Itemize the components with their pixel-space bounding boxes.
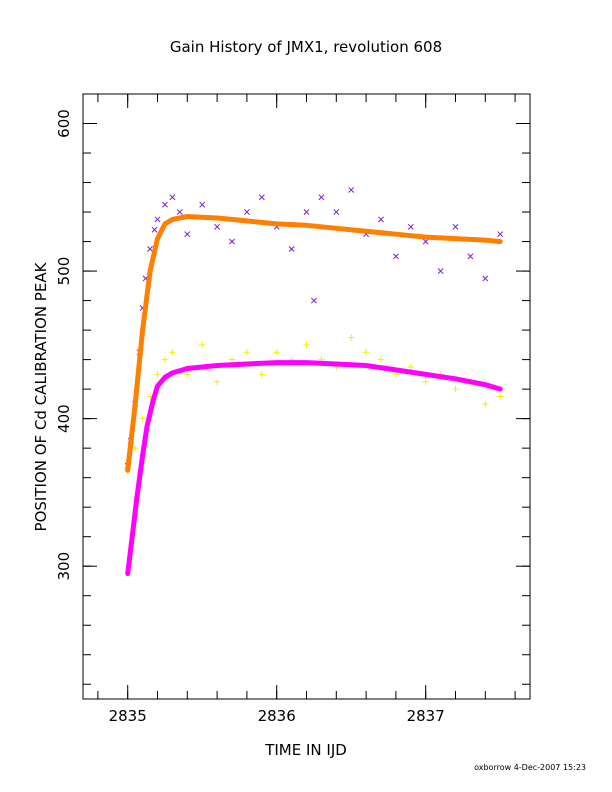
data-point-x [333,209,340,216]
data-point-plus [258,371,265,378]
x-minor-ticks [97,94,516,699]
data-point-plus [139,415,146,422]
data-point-x [214,223,221,230]
data-point-plus [243,349,251,356]
y-tick-label: 400 [55,404,73,433]
data-point-x [452,223,459,230]
data-point-plus [199,341,206,349]
data-point-plus [303,341,310,349]
x-tick-labels: 2835 2836 2837 [109,94,445,725]
data-point-plus [154,371,161,378]
data-point-plus [422,378,429,385]
series-3 [125,360,503,577]
series-line [125,214,503,473]
data-point-x [151,226,158,233]
data-point-plus [348,334,355,341]
data-point-x [154,216,161,223]
data-point-x [199,201,206,208]
footer-credit: oxborrow 4-Dec-2007 15:23 [474,763,586,772]
y-axis-label: POSITION OF Cd CALIBRATION PEAK [32,261,50,531]
data-point-plus [131,444,139,452]
data-point-x [407,223,414,230]
chart-title: Gain History of JMX1, revolution 608 [170,38,442,56]
y-tick-labels: 300 400 500 600 [55,109,530,581]
data-point-plus [228,356,236,363]
data-point-x [422,238,429,245]
data-point-plus [407,363,414,371]
data-point-x [467,253,474,260]
data-point-x [288,245,295,252]
data-point-plus [213,378,221,385]
data-point-x [229,238,235,245]
data-point-x [318,194,325,201]
data-point-x [176,209,183,216]
x-tick-label: 2835 [109,707,147,725]
y-tick-label: 600 [55,109,73,138]
data-point-x [243,209,250,216]
data-point-plus [452,385,459,393]
data-point-plus [184,371,191,378]
x-tick-label: 2836 [258,707,296,725]
series-2 [125,214,503,473]
data-point-plus [497,393,504,400]
series-layer [124,186,504,577]
series-0 [124,186,504,469]
data-point-x [378,216,384,223]
data-point-x [497,231,504,238]
data-point-x [258,194,265,201]
data-point-plus [169,349,176,356]
y-minor-ticks [83,93,530,685]
data-point-plus [273,349,280,356]
data-point-x [303,209,310,216]
data-point-plus [377,356,385,363]
x-tick-label: 2837 [407,707,445,725]
series-line [125,360,503,577]
data-point-x [169,194,176,201]
data-point-x [348,186,355,193]
y-tick-label: 300 [55,552,73,581]
y-tick-label: 500 [55,257,73,286]
data-point-plus [362,349,370,356]
data-point-x [184,231,191,238]
x-axis-label: TIME IN IJD [264,741,347,759]
data-point-x [147,245,154,252]
series-1 [124,334,504,474]
data-point-x [392,253,399,260]
data-point-x [310,297,317,304]
data-point-plus [482,400,489,408]
data-point-x [161,201,168,208]
data-point-plus [161,356,169,363]
data-point-x [482,275,489,282]
data-point-x [437,268,444,275]
